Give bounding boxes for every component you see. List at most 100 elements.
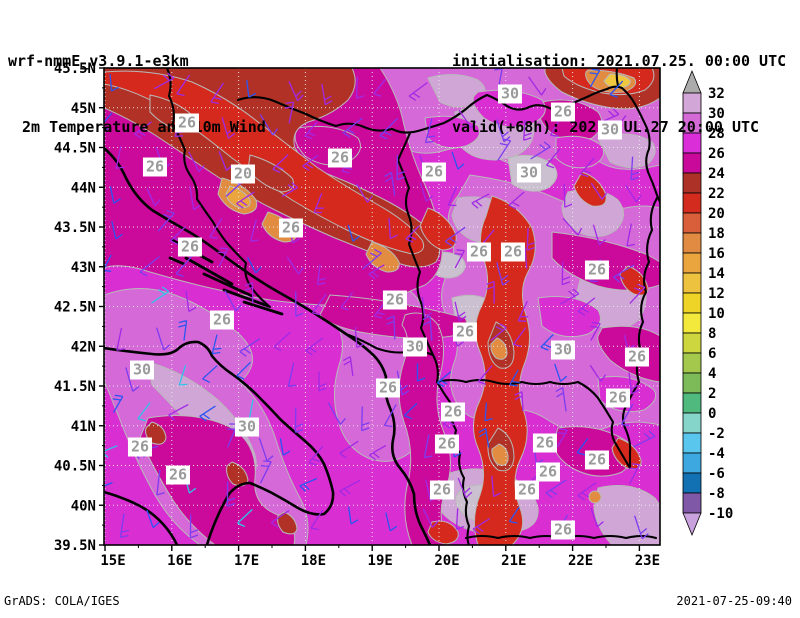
- contour-label: 26: [429, 480, 455, 500]
- wind-barb: [436, 371, 452, 388]
- wind-barb: [408, 82, 428, 101]
- wind-barb: [373, 78, 386, 97]
- wind-barb: [339, 440, 359, 459]
- wind-barb: [577, 297, 596, 316]
- wind-barb: [396, 155, 405, 181]
- contour-label: 26: [177, 237, 203, 257]
- wind-barb: [202, 365, 218, 383]
- colorbar-swatch: [682, 312, 702, 334]
- wind-barb: [175, 255, 193, 278]
- wind-barb: [478, 427, 490, 448]
- colorbar-tick-label: 20: [708, 206, 725, 222]
- wind-barb: [613, 264, 635, 283]
- colorbar-swatch: [682, 212, 702, 234]
- colorbar-tick-label: -2: [708, 426, 725, 442]
- wind-barb: [340, 291, 354, 311]
- contour-label: 26: [500, 242, 526, 262]
- wind-barb: [508, 191, 525, 210]
- lon-tick-label: 19E: [368, 553, 393, 569]
- wind-barb: [490, 323, 507, 342]
- wind-barb: [305, 337, 324, 356]
- wind-barb: [444, 226, 466, 247]
- colorbar-swatch: [682, 252, 702, 274]
- wind-barb: [116, 327, 125, 351]
- wind-barb: [384, 171, 396, 196]
- wind-barb: [259, 114, 279, 136]
- wind-barb: [308, 445, 324, 466]
- colorbar-tick-label: 4: [708, 366, 716, 382]
- contour-label: 26: [209, 310, 235, 330]
- wind-barb: [361, 406, 370, 432]
- wind-barb: [217, 247, 229, 268]
- wind-barb: [156, 470, 165, 496]
- lat-tick-label: 40.5N: [54, 459, 96, 475]
- wind-barb: [157, 209, 175, 232]
- lat-tick-label: 45.5N: [54, 61, 96, 77]
- colorbar-swatch: [682, 232, 702, 254]
- contour-label: 26: [375, 378, 401, 398]
- wind-barb: [189, 186, 201, 210]
- colorbar-tick-label: 12: [708, 286, 725, 302]
- colorbar-tick-label: -6: [708, 466, 725, 482]
- header-left: wrf-nmmE_v3.9.1-e3km 2m Temperature and …: [8, 6, 266, 182]
- wind-barb: [545, 479, 567, 499]
- colorbar-swatch: [682, 472, 702, 494]
- wind-barb: [497, 138, 512, 162]
- contour-label: 26: [550, 102, 576, 122]
- wind-barb: [273, 331, 291, 352]
- wind-barb: [119, 513, 130, 539]
- contour-label: 26: [532, 433, 558, 453]
- lat-tick-label: 45N: [71, 101, 96, 117]
- colorbar-tick-label: 0: [708, 406, 716, 422]
- wind-barb: [517, 300, 529, 322]
- lon-tick-label: 20E: [434, 553, 459, 569]
- wind-barb: [310, 509, 324, 531]
- contour-label: 26: [605, 388, 631, 408]
- graticule-grid-lines: [104, 68, 660, 545]
- lon-tick-label: 21E: [501, 553, 526, 569]
- wind-barb: [368, 264, 385, 280]
- wind-barb: [423, 434, 433, 459]
- colorbar-tick-label: 22: [708, 186, 725, 202]
- lat-tick-label: 44N: [71, 180, 96, 196]
- wind-barb: [211, 334, 222, 355]
- colorbar-tick-label: 28: [708, 126, 725, 142]
- contour-label: 26: [327, 148, 353, 168]
- wind-barb: [471, 193, 490, 209]
- wind-barb: [287, 362, 297, 387]
- wind-barb: [530, 141, 551, 160]
- product-title: 2m Temperature and 10m Wind: [22, 118, 266, 136]
- contour-label: 26: [550, 520, 576, 540]
- wind-barb: [284, 101, 295, 124]
- wind-barb: [555, 386, 567, 412]
- wind-barb: [188, 151, 205, 173]
- wind-barb: [247, 256, 262, 274]
- wind-barb: [237, 508, 253, 528]
- wind-barb: [109, 73, 119, 92]
- wind-barb: [477, 365, 493, 385]
- contour-label: 26: [165, 465, 191, 485]
- wind-barb: [270, 509, 290, 528]
- wind-barb: [151, 286, 170, 304]
- wind-barb: [153, 72, 175, 90]
- wind-barb: [491, 475, 501, 498]
- lat-tick-label: 41N: [71, 419, 96, 435]
- contour-label: 26: [440, 402, 466, 422]
- wind-barb: [455, 508, 465, 530]
- colorbar-tick-label: -10: [708, 506, 733, 522]
- wind-barb: [609, 80, 624, 99]
- wind-barb: [246, 79, 257, 98]
- colorbar-arrow-bottom: [682, 512, 702, 537]
- contour-label: 26: [278, 218, 304, 238]
- contour-label: 30: [516, 163, 542, 183]
- wind-barb: [633, 515, 649, 540]
- wind-barb: [272, 154, 289, 173]
- wind-barb: [451, 151, 465, 170]
- contour-label: 26: [434, 434, 460, 454]
- wind-barb: [454, 301, 467, 322]
- lat-tick-label: 39.5N: [54, 538, 96, 554]
- lon-tick-label: 15E: [100, 553, 125, 569]
- contour-label: 26: [535, 462, 561, 482]
